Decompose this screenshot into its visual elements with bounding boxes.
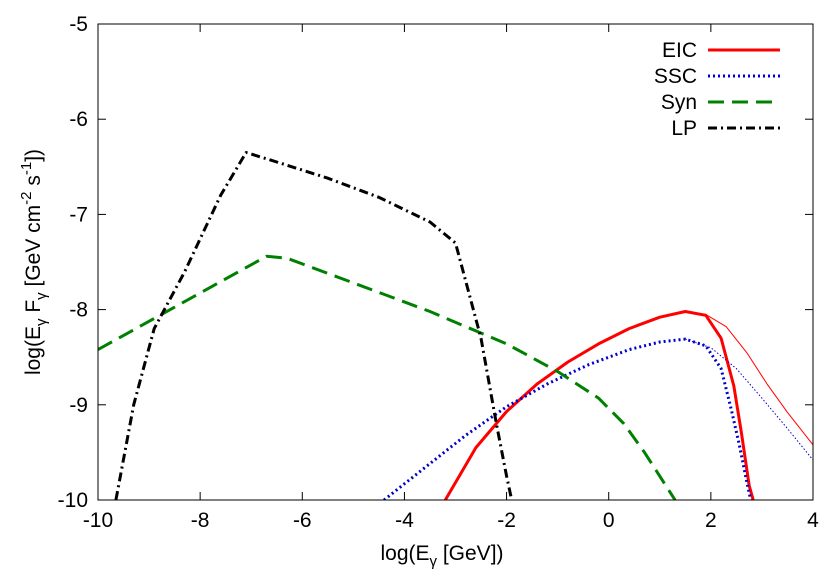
series-line-eic-thin	[685, 311, 813, 446]
legend-label-syn: Syn	[661, 91, 697, 114]
plot-background	[98, 24, 813, 500]
y-tick-label: -10	[58, 489, 88, 512]
plot-frame	[97, 23, 814, 501]
x-tick-label: -2	[497, 509, 516, 532]
x-tick-label: -4	[395, 509, 414, 532]
series-line-ssc	[383, 337, 753, 500]
legend-label-eic: EIC	[662, 39, 697, 62]
ticks-layer: -10 -8 -6 -4 -2 0 2 4 -10 -9 -8 -7 -6 -5	[58, 13, 820, 532]
legend: EIC SSC Syn LP	[654, 39, 780, 140]
series-layer	[98, 151, 813, 500]
legend-label-lp: LP	[671, 117, 697, 140]
y-tick-label: -9	[69, 394, 88, 417]
x-tick-label: 4	[807, 509, 819, 532]
x-axis-label: log(Eγ [GeV])	[380, 542, 503, 570]
x-tick-label: -8	[191, 509, 210, 532]
y-tick-label: -6	[69, 108, 88, 131]
x-tick-label: 0	[603, 509, 615, 532]
x-tick-label: -10	[83, 509, 113, 532]
y-tick-label: -8	[69, 299, 88, 322]
x-tick-label: -6	[293, 509, 312, 532]
x-tick-label: 2	[705, 509, 717, 532]
y-tick-label: -7	[69, 203, 88, 226]
legend-label-ssc: SSC	[654, 65, 697, 88]
y-tick-label: -5	[69, 13, 88, 36]
series-line-syn	[98, 254, 677, 500]
y-axis-label: log(Eγ Fγ [GeV cm-2 s-1])	[18, 149, 50, 375]
series-line-lp	[114, 151, 514, 500]
